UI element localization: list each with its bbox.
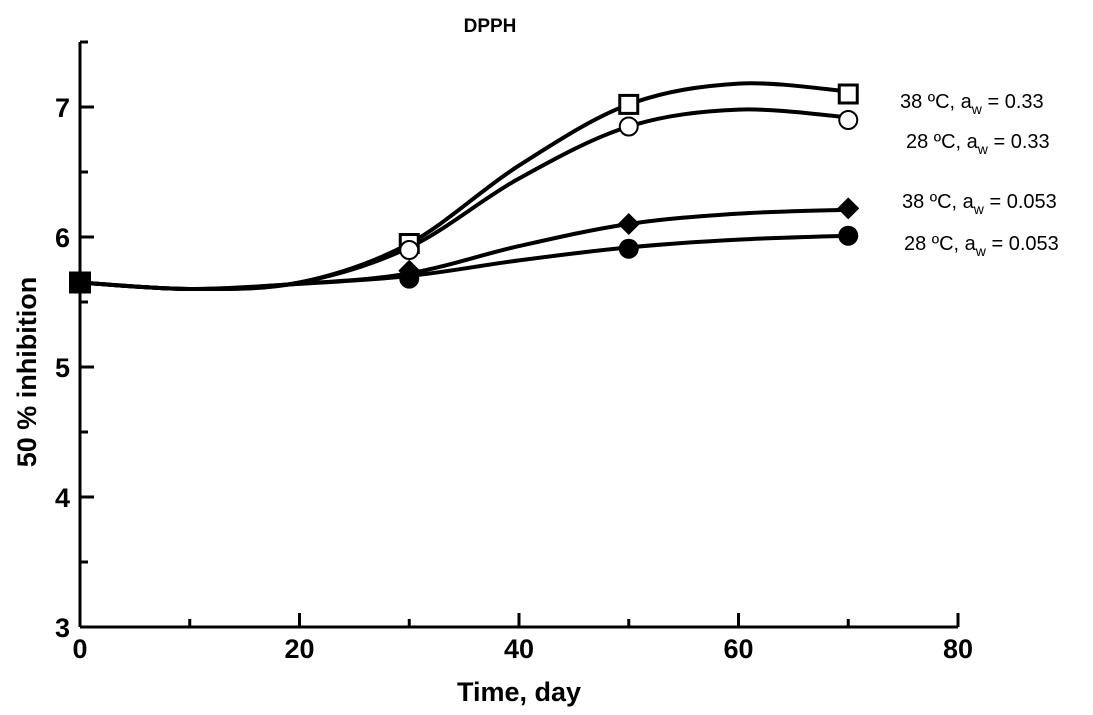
fit-line-38-c-aw-0-33: [79, 81, 849, 292]
data-point-28-c-aw-0-33: [838, 110, 859, 130]
data-point-28-c-aw-0-053: [399, 268, 420, 289]
chart-title: DPPH: [464, 16, 517, 37]
legend-label-38-c-aw-0-33: 38 ºC, aw = 0.33: [900, 91, 1044, 117]
x-axis-label: Time, day: [457, 677, 581, 707]
x-tick-label: 60: [723, 634, 753, 664]
data-point-28-c-aw-0-33: [618, 116, 639, 137]
data-point-28-c-aw-0-053: [838, 225, 859, 246]
data-point-28-c-aw-0-33: [399, 240, 420, 260]
legend-label-28-c-aw-0-33: 28 ºC, aw = 0.33: [906, 131, 1050, 157]
x-ticks: 0 20 40 60 80: [72, 613, 973, 664]
data-point-38-c-aw-0-053: [617, 213, 640, 235]
y-tick-label: 4: [55, 483, 70, 513]
x-tick-label: 80: [943, 634, 973, 664]
data-point-38-c-aw-0-33: [618, 93, 640, 115]
x-tick-label: 40: [504, 634, 534, 664]
y-ticks: 3 4 5 6 7: [55, 40, 94, 643]
fit-line-38-c-aw-0-053: [79, 207, 849, 292]
y-tick-label: 7: [55, 93, 70, 123]
data-point-38-c-aw-0-053: [837, 197, 860, 220]
data-point-origin: [69, 271, 91, 294]
y-tick-label: 5: [55, 353, 70, 383]
data-point-38-c-aw-0-33: [837, 83, 859, 105]
data-points: [69, 83, 860, 294]
y-axis-label: 50 % inhibition: [12, 277, 42, 468]
legend-label-28-c-aw-0-053: 28 ºC, aw = 0.053: [904, 233, 1059, 259]
y-tick-label: 6: [55, 223, 70, 253]
legend: 38 ºC, aw = 0.33 28 ºC, aw = 0.33 38 ºC, a…: [900, 91, 1059, 259]
x-tick-label: 20: [284, 634, 314, 664]
data-point-28-c-aw-0-053: [618, 238, 639, 259]
x-tick-label: 0: [72, 634, 87, 664]
legend-label-38-c-aw-0-053: 38 ºC, aw = 0.053: [902, 191, 1057, 217]
y-tick-label: 3: [55, 613, 70, 643]
fit-line-28-c-aw-0-053: [79, 233, 849, 292]
fit-lines: [79, 81, 849, 292]
axes: [78, 42, 958, 629]
